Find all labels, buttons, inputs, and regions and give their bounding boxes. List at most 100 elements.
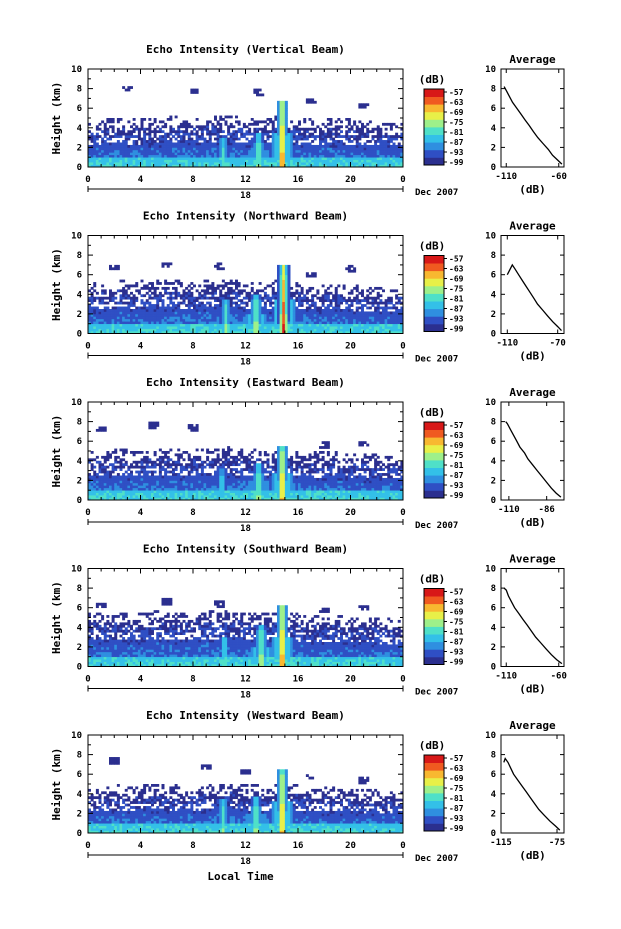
heatmap-cell: [300, 296, 304, 300]
heatmap-cell: [329, 142, 333, 146]
heatmap-cell: [329, 132, 333, 136]
heatmap-cell: [114, 492, 118, 496]
heatmap-cell: [324, 137, 328, 141]
heatmap-cell: [292, 331, 296, 334]
heatmap-cell: [400, 154, 404, 158]
heatmap-cell: [127, 492, 131, 496]
heatmap-cell: [140, 149, 144, 153]
heatmap-cell: [329, 304, 333, 307]
heatmap-cell: [127, 301, 131, 305]
heatmap-cell: [279, 115, 283, 119]
heatmap-cell: [185, 154, 189, 158]
heatmap-cell: [203, 140, 207, 143]
heatmap-cell: [303, 321, 307, 325]
heatmap-cell: [311, 100, 315, 104]
heatmap-cell: [379, 318, 383, 322]
heatmap-cell: [211, 291, 215, 295]
heatmap-cell: [193, 140, 196, 143]
heatmap-cell: [185, 323, 189, 327]
heatmap-cell: [358, 105, 362, 109]
heatmap-cell: [282, 326, 286, 329]
heatmap-cell: [135, 309, 139, 312]
heatmap-cell: [232, 162, 236, 165]
heatmap-cell: [200, 465, 204, 469]
heatmap-cell: [242, 468, 246, 471]
heatmap-cell: [400, 137, 404, 141]
heatmap-cell: [143, 309, 147, 312]
heatmap-cell: [232, 125, 236, 129]
heatmap-cell: [311, 304, 315, 307]
heatmap-cell: [206, 497, 210, 501]
heatmap-cell: [93, 482, 97, 486]
heatmap-cell: [245, 482, 249, 486]
heatmap-cell: [198, 323, 202, 327]
heatmap-cell: [303, 118, 307, 121]
heatmap-cell: [206, 321, 210, 325]
heatmap-cell: [282, 323, 286, 327]
heatmap-cell: [172, 470, 175, 474]
heatmap-cell: [95, 475, 99, 479]
heatmap-cell: [292, 294, 296, 298]
heatmap-cell: [376, 162, 380, 165]
heatmap-cell: [122, 125, 126, 129]
heatmap-cell: [153, 130, 157, 134]
heatmap-cell: [187, 296, 191, 300]
heatmap-cell: [161, 140, 165, 143]
heatmap-cell: [355, 157, 359, 160]
heatmap-cell: [253, 120, 257, 124]
heatmap-cell: [101, 157, 105, 160]
heatmap-cell: [263, 328, 267, 332]
heatmap-cell: [371, 130, 375, 134]
heatmap-cell: [174, 164, 178, 168]
heatmap-cell: [324, 328, 328, 332]
heatmap-cell: [95, 487, 99, 491]
heatmap-cell: [256, 152, 259, 156]
heatmap-cell: [219, 311, 223, 315]
heatmap-cell: [88, 306, 91, 310]
heatmap-cell: [193, 88, 196, 92]
heatmap-cell: [358, 316, 362, 320]
heatmap-cell: [153, 135, 157, 138]
heatmap-cell: [190, 328, 194, 332]
heatmap-cell: [211, 294, 215, 298]
heatmap-cell: [282, 282, 286, 285]
heatmap-cell: [340, 164, 343, 168]
heatmap-cell: [219, 147, 223, 151]
heatmap-cell: [366, 154, 370, 158]
heatmap-cell: [263, 291, 267, 295]
heatmap-cell: [88, 162, 91, 165]
heatmap-cell: [153, 477, 157, 481]
heatmap-cell: [279, 299, 283, 302]
heatmap-cell: [332, 294, 336, 298]
heatmap-cell: [284, 147, 288, 151]
heatmap-cell: [363, 326, 367, 329]
heatmap-cell: [219, 162, 223, 165]
heatmap-cell: [395, 316, 399, 320]
heatmap-cell: [371, 328, 375, 332]
heatmap-cell: [200, 164, 204, 168]
heatmap-cell: [219, 328, 223, 332]
heatmap-cell: [342, 311, 346, 315]
heatmap-cell: [182, 475, 186, 479]
heatmap-cell: [143, 495, 147, 498]
heatmap-cell: [224, 318, 228, 322]
heatmap-cell: [98, 309, 102, 312]
heatmap-cell: [347, 120, 351, 124]
heatmap-cell: [132, 465, 136, 469]
heatmap-cell: [258, 328, 262, 332]
heatmap-cell: [271, 291, 275, 295]
heatmap-cell: [166, 159, 170, 163]
heatmap-cell: [193, 304, 196, 307]
heatmap-cell: [116, 460, 120, 464]
heatmap-cell: [95, 296, 99, 300]
heatmap-cell: [177, 492, 181, 496]
heatmap-cell: [319, 311, 322, 315]
heatmap-cell: [353, 135, 357, 138]
heatmap-cell: [342, 147, 346, 151]
heatmap-cell: [347, 321, 351, 325]
heatmap-cell: [106, 326, 110, 329]
heatmap-cell: [395, 309, 399, 312]
heatmap-cell: [187, 497, 191, 501]
heatmap-cell: [256, 164, 259, 168]
heatmap-cell: [298, 149, 301, 153]
